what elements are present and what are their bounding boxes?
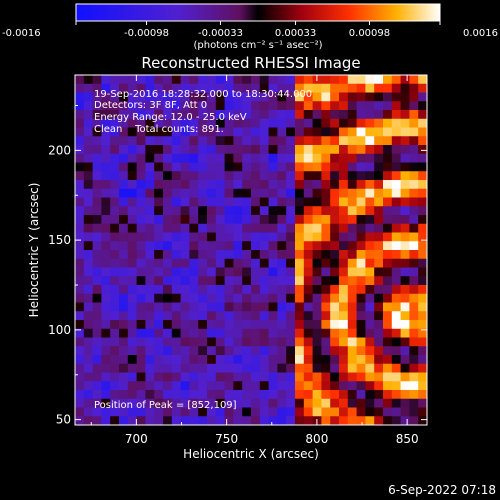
peak-position-label: Position of Peak = [852,109] bbox=[94, 400, 237, 411]
colorbar-frame bbox=[75, 3, 441, 22]
annotation-detectors: Detectors: 3F 8F, Att 0 bbox=[94, 100, 207, 111]
footer-date: 6-Sep-2022 07:18 bbox=[388, 483, 496, 497]
colorbar-tick-label: -0.00033 bbox=[198, 28, 243, 39]
y-tick-label: 200 bbox=[48, 143, 71, 157]
x-tick-label: 850 bbox=[396, 432, 419, 446]
y-tick-label: 150 bbox=[48, 233, 71, 247]
y-tick-label: 100 bbox=[48, 323, 71, 337]
colorbar-tick-label: 0.00098 bbox=[349, 28, 390, 39]
colorbar-tick-label: 0.00033 bbox=[275, 28, 316, 39]
annotation-clean-counts: Clean Total counts: 891. bbox=[94, 124, 224, 135]
colorbar-tick-label: -0.0016 bbox=[2, 28, 41, 39]
y-axis-label: Heliocentric Y (arcsec) bbox=[27, 183, 41, 318]
heatmap-image bbox=[75, 75, 427, 425]
chart-title: Reconstructed RHESSI Image bbox=[141, 54, 360, 72]
x-tick-label: 750 bbox=[215, 432, 238, 446]
colorbar-ticks: -0.0016 -0.00098 -0.00033 0.00033 0.00098 0.0… bbox=[2, 21, 498, 39]
colorbar-unit-label: (photons cm⁻² s⁻¹ asec⁻²) bbox=[193, 40, 322, 51]
y-tick-label: 50 bbox=[56, 413, 71, 427]
x-tick-label: 800 bbox=[305, 432, 328, 446]
colorbar-tick-label: -0.00098 bbox=[124, 28, 169, 39]
plot-frame bbox=[74, 74, 428, 426]
annotation-energy-range: Energy Range: 12.0 - 25.0 keV bbox=[94, 112, 247, 123]
colorbar-gradient bbox=[76, 4, 440, 21]
colorbar-tick-label: 0.0016 bbox=[463, 28, 498, 39]
x-axis-label: Heliocentric X (arcsec) bbox=[183, 447, 319, 461]
x-tick-label: 700 bbox=[125, 432, 148, 446]
axis-ticks: 700 750 800 850 50 100 150 200 bbox=[48, 75, 427, 446]
annotation-time-range: 19-Sep-2016 18:28:32.000 to 18:30:44.000 bbox=[94, 89, 312, 100]
